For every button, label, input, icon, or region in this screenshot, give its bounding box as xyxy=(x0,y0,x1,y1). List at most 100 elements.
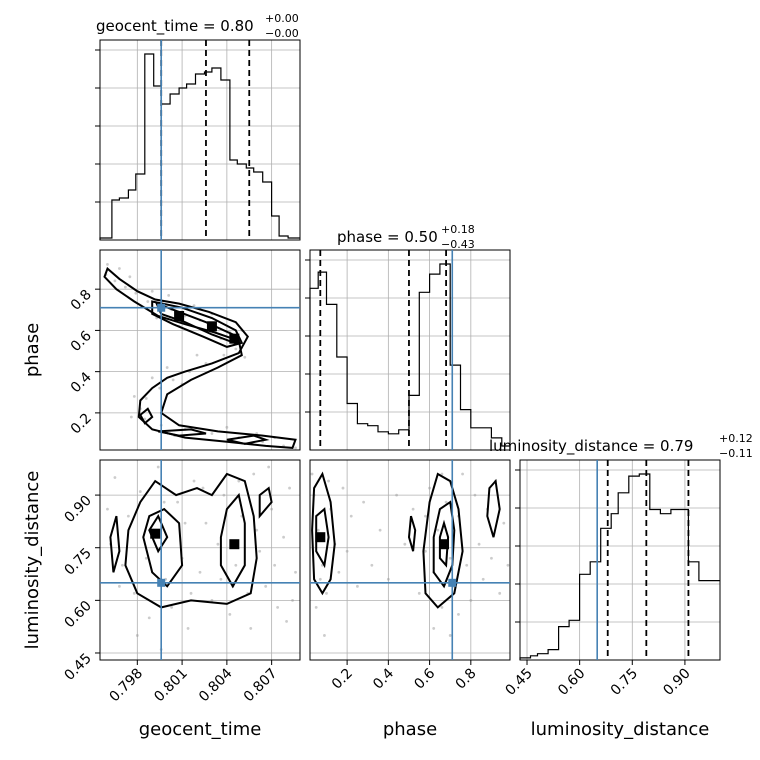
ytick-label-luminosity_distance-0: 0.45 xyxy=(61,650,94,683)
scatter-point-geocent_time-vs-phase-43 xyxy=(225,425,229,429)
ytick-label-phase-0: 0.2 xyxy=(68,410,95,437)
scatter-point-phase-vs-luminosity_distance-11 xyxy=(345,549,349,553)
scatter-point-geocent_time-vs-luminosity_distance-16 xyxy=(210,598,214,602)
scatter-point-phase-vs-luminosity_distance-12 xyxy=(349,514,353,518)
histogram-phase xyxy=(309,263,510,450)
scatter-point-phase-vs-luminosity_distance-46 xyxy=(318,577,322,581)
xtick-label-geocent_time-3: 0.807 xyxy=(241,666,281,706)
scatter-point-geocent_time-vs-phase-38 xyxy=(165,366,169,369)
scatter-point-geocent_time-vs-luminosity_distance-23 xyxy=(252,472,256,476)
scatter-point-phase-vs-luminosity_distance-31 xyxy=(461,472,464,476)
title-geocent-time: geocent_time = 0.80 xyxy=(96,17,254,36)
panel-luminosity_distance-hist xyxy=(515,459,721,661)
panel-frame xyxy=(309,459,511,661)
scatter-point-geocent_time-vs-phase-39 xyxy=(150,376,154,380)
contour-phase-vs-luminosity_distance-1 xyxy=(315,507,330,569)
scatter-point-geocent_time-vs-luminosity_distance-41 xyxy=(291,598,294,602)
title-geocent-time-plus: +0.00 xyxy=(265,12,299,25)
xtick-label-geocent_time-2: 0.804 xyxy=(196,665,236,705)
scatter-point-phase-vs-luminosity_distance-32 xyxy=(465,563,469,567)
scatter-point-geocent_time-vs-luminosity_distance-9 xyxy=(170,605,174,609)
panel-geocent_time-vs-luminosity_distance xyxy=(99,459,301,661)
title-luminosity-distance-plus: +0.12 xyxy=(719,432,753,445)
scatter-point-phase-vs-luminosity_distance-48 xyxy=(424,514,427,518)
scatter-point-geocent_time-vs-luminosity_distance-49 xyxy=(285,620,288,623)
scatter-point-geocent_time-vs-phase-33 xyxy=(192,304,196,308)
panel-frame xyxy=(99,39,301,241)
contour-geocent_time-vs-luminosity_distance-0 xyxy=(124,472,258,609)
scatter-point-geocent_time-vs-phase-1 xyxy=(113,279,117,283)
scatter-point-phase-vs-luminosity_distance-27 xyxy=(444,500,448,504)
xlabel-phase: phase xyxy=(383,719,437,740)
scatter-point-geocent_time-vs-luminosity_distance-17 xyxy=(216,542,220,546)
scatter-point-geocent_time-vs-phase-16 xyxy=(171,378,175,382)
scatter-point-geocent_time-vs-luminosity_distance-45 xyxy=(189,591,193,595)
scatter-point-geocent_time-vs-luminosity_distance-10 xyxy=(176,500,180,504)
scatter-point-phase-vs-luminosity_distance-23 xyxy=(428,486,431,490)
scatter-point-geocent_time-vs-phase-36 xyxy=(243,355,247,359)
scatter-point-phase-vs-luminosity_distance-34 xyxy=(473,493,477,497)
scatter-point-phase-vs-luminosity_distance-35 xyxy=(477,542,481,546)
xlabel-geocent-time: geocent_time xyxy=(139,719,262,740)
scatter-point-geocent_time-vs-luminosity_distance-40 xyxy=(273,563,277,567)
ytick-label-luminosity_distance-3: 0.90 xyxy=(61,493,94,526)
scatter-point-phase-vs-luminosity_distance-7 xyxy=(310,472,314,476)
scatter-point-phase-vs-luminosity_distance-41 xyxy=(502,521,506,525)
ytick-label-phase-1: 0.4 xyxy=(68,369,95,396)
scatter-point-geocent_time-vs-luminosity_distance-25 xyxy=(264,584,268,588)
contour-geocent_time-vs-luminosity_distance-3 xyxy=(148,513,169,554)
xtick-label-phase-1: 0.4 xyxy=(370,665,397,692)
xtick-label-phase-3: 0.8 xyxy=(453,666,480,693)
contour-phase-vs-luminosity_distance-2 xyxy=(422,472,464,609)
scatter-point-geocent_time-vs-phase-4 xyxy=(146,300,150,303)
scatter-point-geocent_time-vs-luminosity_distance-42 xyxy=(118,584,121,588)
scatter-point-phase-vs-luminosity_distance-38 xyxy=(490,556,493,560)
scatter-point-phase-vs-luminosity_distance-42 xyxy=(506,563,510,567)
scatter-point-geocent_time-vs-luminosity_distance-28 xyxy=(282,535,285,539)
xtick-label-geocent_time-1: 0.801 xyxy=(151,666,191,706)
scatter-point-geocent_time-vs-luminosity_distance-37 xyxy=(219,577,223,581)
scatter-point-geocent_time-vs-luminosity_distance-3 xyxy=(132,591,136,595)
scatter-point-geocent_time-vs-luminosity_distance-15 xyxy=(204,521,208,525)
scatter-point-phase-vs-luminosity_distance-33 xyxy=(469,598,473,602)
ylabel-luminosity-distance: luminosity_distance xyxy=(22,471,43,650)
contour-geocent_time-vs-phase-1 xyxy=(151,300,244,348)
scatter-point-geocent_time-vs-luminosity_distance-43 xyxy=(135,634,139,637)
contour-geocent_time-vs-luminosity_distance-5 xyxy=(258,486,273,519)
xtick-label-luminosity_distance-0: 0.45 xyxy=(502,666,535,699)
scatter-point-geocent_time-vs-luminosity_distance-26 xyxy=(270,507,274,511)
ytick-label-luminosity_distance-2: 0.75 xyxy=(61,545,94,578)
density-peak-geocent_time-vs-luminosity_distance-0 xyxy=(150,528,161,539)
scatter-point-geocent_time-vs-phase-30 xyxy=(128,275,132,279)
scatter-point-geocent_time-vs-luminosity_distance-38 xyxy=(237,479,241,483)
xtick-label-phase-0: 0.2 xyxy=(329,666,356,693)
xtick-label-phase-2: 0.6 xyxy=(411,665,438,692)
scatter-point-phase-vs-luminosity_distance-21 xyxy=(417,591,421,595)
contour-geocent_time-vs-luminosity_distance-1 xyxy=(142,507,184,588)
scatter-point-geocent_time-vs-luminosity_distance-19 xyxy=(228,612,232,616)
scatter-point-geocent_time-vs-phase-37 xyxy=(195,353,199,357)
scatter-point-phase-vs-luminosity_distance-9 xyxy=(323,634,326,637)
scatter-point-phase-vs-luminosity_distance-26 xyxy=(440,605,444,609)
histogram-geocent_time xyxy=(99,53,300,240)
scatter-point-phase-vs-luminosity_distance-40 xyxy=(498,591,502,595)
scatter-point-geocent_time-vs-luminosity_distance-33 xyxy=(144,556,148,560)
ytick-label-phase-2: 0.6 xyxy=(68,328,95,355)
scatter-point-geocent_time-vs-phase-27 xyxy=(294,446,297,450)
scatter-point-geocent_time-vs-luminosity_distance-14 xyxy=(198,570,202,574)
scatter-point-phase-vs-luminosity_distance-45 xyxy=(448,634,452,637)
xtick-label-luminosity_distance-1: 0.60 xyxy=(555,666,588,699)
scatter-point-geocent_time-vs-luminosity_distance-34 xyxy=(162,500,166,504)
ylabel-phase: phase xyxy=(22,323,43,377)
contour-geocent_time-vs-luminosity_distance-4 xyxy=(109,515,121,573)
scatter-point-phase-vs-luminosity_distance-22 xyxy=(424,549,427,553)
density-peak-phase-vs-luminosity_distance-0 xyxy=(439,539,450,550)
truth-marker-geocent_time-vs-phase xyxy=(157,303,166,312)
truth-marker-geocent_time-vs-luminosity_distance xyxy=(157,578,166,587)
title-luminosity-distance: luminosity_distance = 0.79 xyxy=(489,437,693,456)
scatter-point-phase-vs-luminosity_distance-25 xyxy=(436,528,440,532)
scatter-point-geocent_time-vs-luminosity_distance-47 xyxy=(249,627,253,630)
scatter-point-geocent_time-vs-luminosity_distance-18 xyxy=(222,493,226,497)
scatter-point-geocent_time-vs-phase-3 xyxy=(134,291,138,295)
